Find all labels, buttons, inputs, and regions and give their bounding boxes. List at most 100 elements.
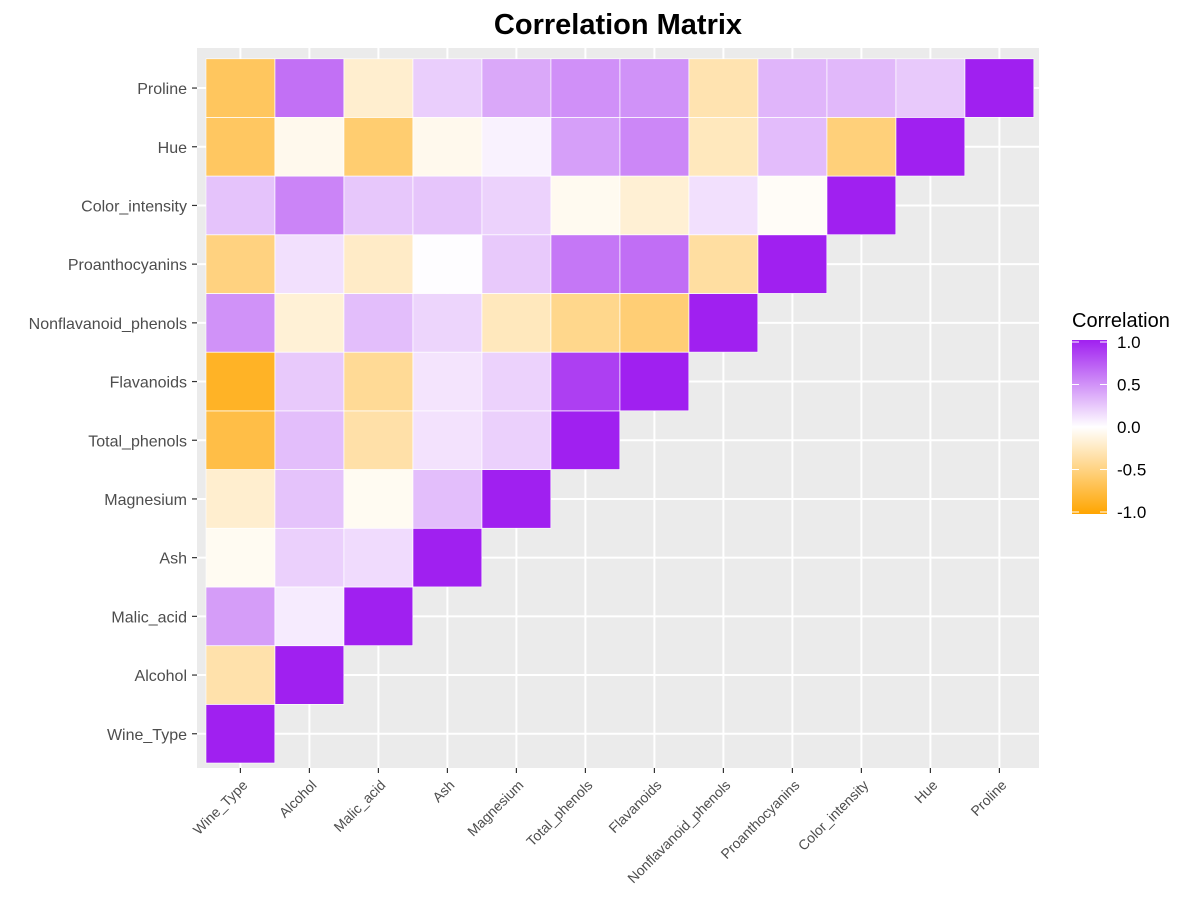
heatmap-tile [274,586,345,646]
heatmap-tile [619,58,690,118]
y-tick-label: Proline [137,81,187,98]
y-tick-label: Hue [158,140,187,157]
heatmap-tile [826,117,897,177]
heatmap-tile [412,175,483,235]
heatmap-tile [205,58,276,118]
heatmap-tile [550,234,621,294]
x-tick-label: Alcohol [276,777,320,821]
legend-tick-label: 0.0 [1117,418,1141,437]
heatmap-tiles [205,58,1035,764]
heatmap-tile [343,175,414,235]
heatmap-tile [205,528,276,588]
heatmap-tile [826,58,897,118]
x-tick-label: Total_phenols [523,777,595,849]
heatmap-tile [757,58,828,118]
y-tick-label: Malic_acid [111,609,187,626]
heatmap-tile [205,234,276,294]
y-tick-label: Wine_Type [107,727,187,744]
heatmap-tile [619,293,690,353]
heatmap-tile [481,234,552,294]
heatmap-tile [343,528,414,588]
y-tick-label: Nonflavanoid_phenols [29,316,187,333]
heatmap-tile [205,293,276,353]
x-tick-label: Color_intensity [795,777,872,854]
legend-ticks: 1.0 0.5 0.0 -0.5 -1.0 [1072,333,1146,522]
legend: Correlation 1.0 0.5 0.0 -0.5 -1.0 [1072,310,1170,522]
heatmap-tile [343,117,414,177]
heatmap-tile [274,528,345,588]
heatmap-tile [205,586,276,646]
heatmap-tile [964,58,1035,118]
x-tick-label: Hue [911,777,941,807]
x-tick-label: Wine_Type [190,777,251,838]
heatmap-tile [274,117,345,177]
heatmap-tile [688,58,759,118]
heatmap-tile [343,58,414,118]
heatmap-tile [481,469,552,529]
heatmap-tile [550,117,621,177]
heatmap-tile [205,117,276,177]
heatmap-tile [412,234,483,294]
x-tick-label: Proline [967,777,1009,819]
heatmap-tile [757,234,828,294]
heatmap-tile [343,410,414,470]
heatmap-tile [619,351,690,412]
y-tick-label: Ash [159,551,187,568]
legend-tick-label: 1.0 [1117,333,1141,352]
heatmap-tile [205,410,276,470]
heatmap-tile [343,351,414,412]
heatmap-tile [826,175,897,235]
legend-title: Correlation [1072,310,1170,332]
heatmap-tile [412,410,483,470]
heatmap-tile [688,293,759,353]
heatmap-tile [688,234,759,294]
heatmap-tile [412,351,483,412]
heatmap-tile [205,645,276,705]
heatmap-tile [688,117,759,177]
y-tick-label: Proanthocyanins [68,257,187,274]
heatmap-tile [412,58,483,118]
x-tick-label: Malic_acid [330,777,388,835]
heatmap-tile [550,410,621,470]
chart-title: Correlation Matrix [494,9,742,41]
heatmap-tile [895,117,966,177]
heatmap-tile [550,351,621,412]
heatmap-tile [412,469,483,529]
heatmap-tile [412,117,483,177]
heatmap-tile [550,58,621,118]
heatmap-tile [205,351,276,412]
heatmap-tile [274,58,345,118]
heatmap-tile [619,117,690,177]
heatmap-tile [757,117,828,177]
heatmap-tile [274,410,345,470]
y-tick-label: Total_phenols [88,433,187,450]
legend-tick-label: -0.5 [1117,461,1146,480]
heatmap-tile [205,469,276,529]
heatmap-tile [274,293,345,353]
heatmap-tile [895,58,966,118]
heatmap-tile [274,234,345,294]
x-tick-label: Flavanoids [605,777,664,836]
heatmap-tile [481,58,552,118]
heatmap-tile [757,175,828,235]
y-tick-label: Color_intensity [81,198,187,215]
heatmap-tile [274,645,345,705]
heatmap-tile [412,528,483,588]
heatmap-tile [274,175,345,235]
y-tick-label: Alcohol [135,668,187,685]
x-axis: Wine_Type Alcohol Malic_acid Ash MagnesiumTo… [190,768,1010,886]
x-tick-label: Magnesium [464,777,526,839]
heatmap-tile [205,704,276,764]
heatmap-tile [343,469,414,529]
legend-tick-label: 0.5 [1117,376,1141,395]
heatmap-tile [550,293,621,353]
x-tick-label: Ash [429,777,457,805]
heatmap-tile [343,293,414,353]
heatmap-tile [619,234,690,294]
y-axis: Wine_Type Alcohol Malic_acid Ash Magnesium To… [29,81,197,744]
heatmap-tile [481,175,552,235]
heatmap-tile [343,586,414,646]
heatmap-tile [481,351,552,412]
